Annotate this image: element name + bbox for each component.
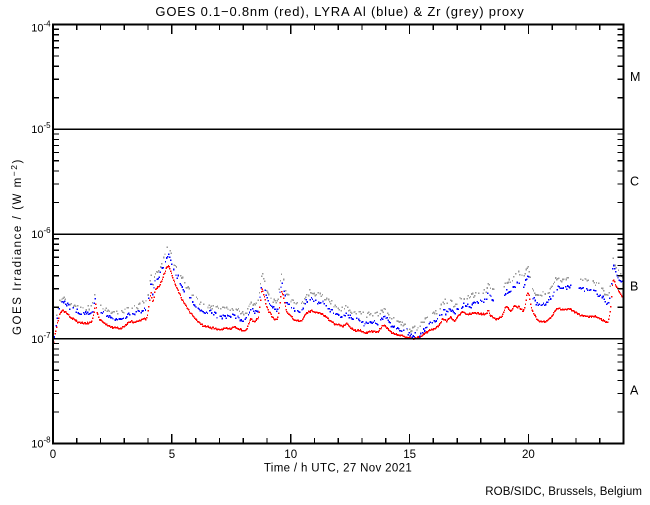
svg-text:GOES 0.1−0.8nm (red), LYRA Al: GOES 0.1−0.8nm (red), LYRA Al (blue) & Z…: [155, 4, 524, 19]
svg-text:B: B: [630, 279, 638, 293]
svg-text:GOES Irradiance / (W m−2): GOES Irradiance / (W m−2): [9, 158, 24, 335]
svg-text:5: 5: [169, 449, 175, 461]
svg-text:-6: -6: [44, 226, 52, 235]
svg-text:-8: -8: [44, 436, 52, 445]
svg-text:Time / h UTC, 27 Nov 2021: Time / h UTC, 27 Nov 2021: [264, 463, 412, 475]
svg-text:10: 10: [31, 229, 43, 241]
svg-text:M: M: [630, 70, 640, 84]
svg-text:10: 10: [284, 449, 297, 461]
svg-text:-7: -7: [44, 331, 52, 340]
svg-text:C: C: [630, 175, 639, 189]
svg-text:15: 15: [403, 449, 416, 461]
svg-text:10: 10: [31, 23, 43, 35]
svg-text:-4: -4: [44, 20, 52, 29]
svg-text:A: A: [630, 384, 639, 398]
svg-text:10: 10: [31, 334, 43, 346]
svg-text:10: 10: [31, 124, 43, 136]
svg-text:10: 10: [31, 439, 43, 451]
svg-text:-5: -5: [44, 121, 52, 130]
svg-text:20: 20: [522, 449, 535, 461]
svg-text:0: 0: [50, 449, 56, 461]
svg-text:ROB/SIDC, Brussels, Belgium: ROB/SIDC, Brussels, Belgium: [485, 486, 642, 498]
